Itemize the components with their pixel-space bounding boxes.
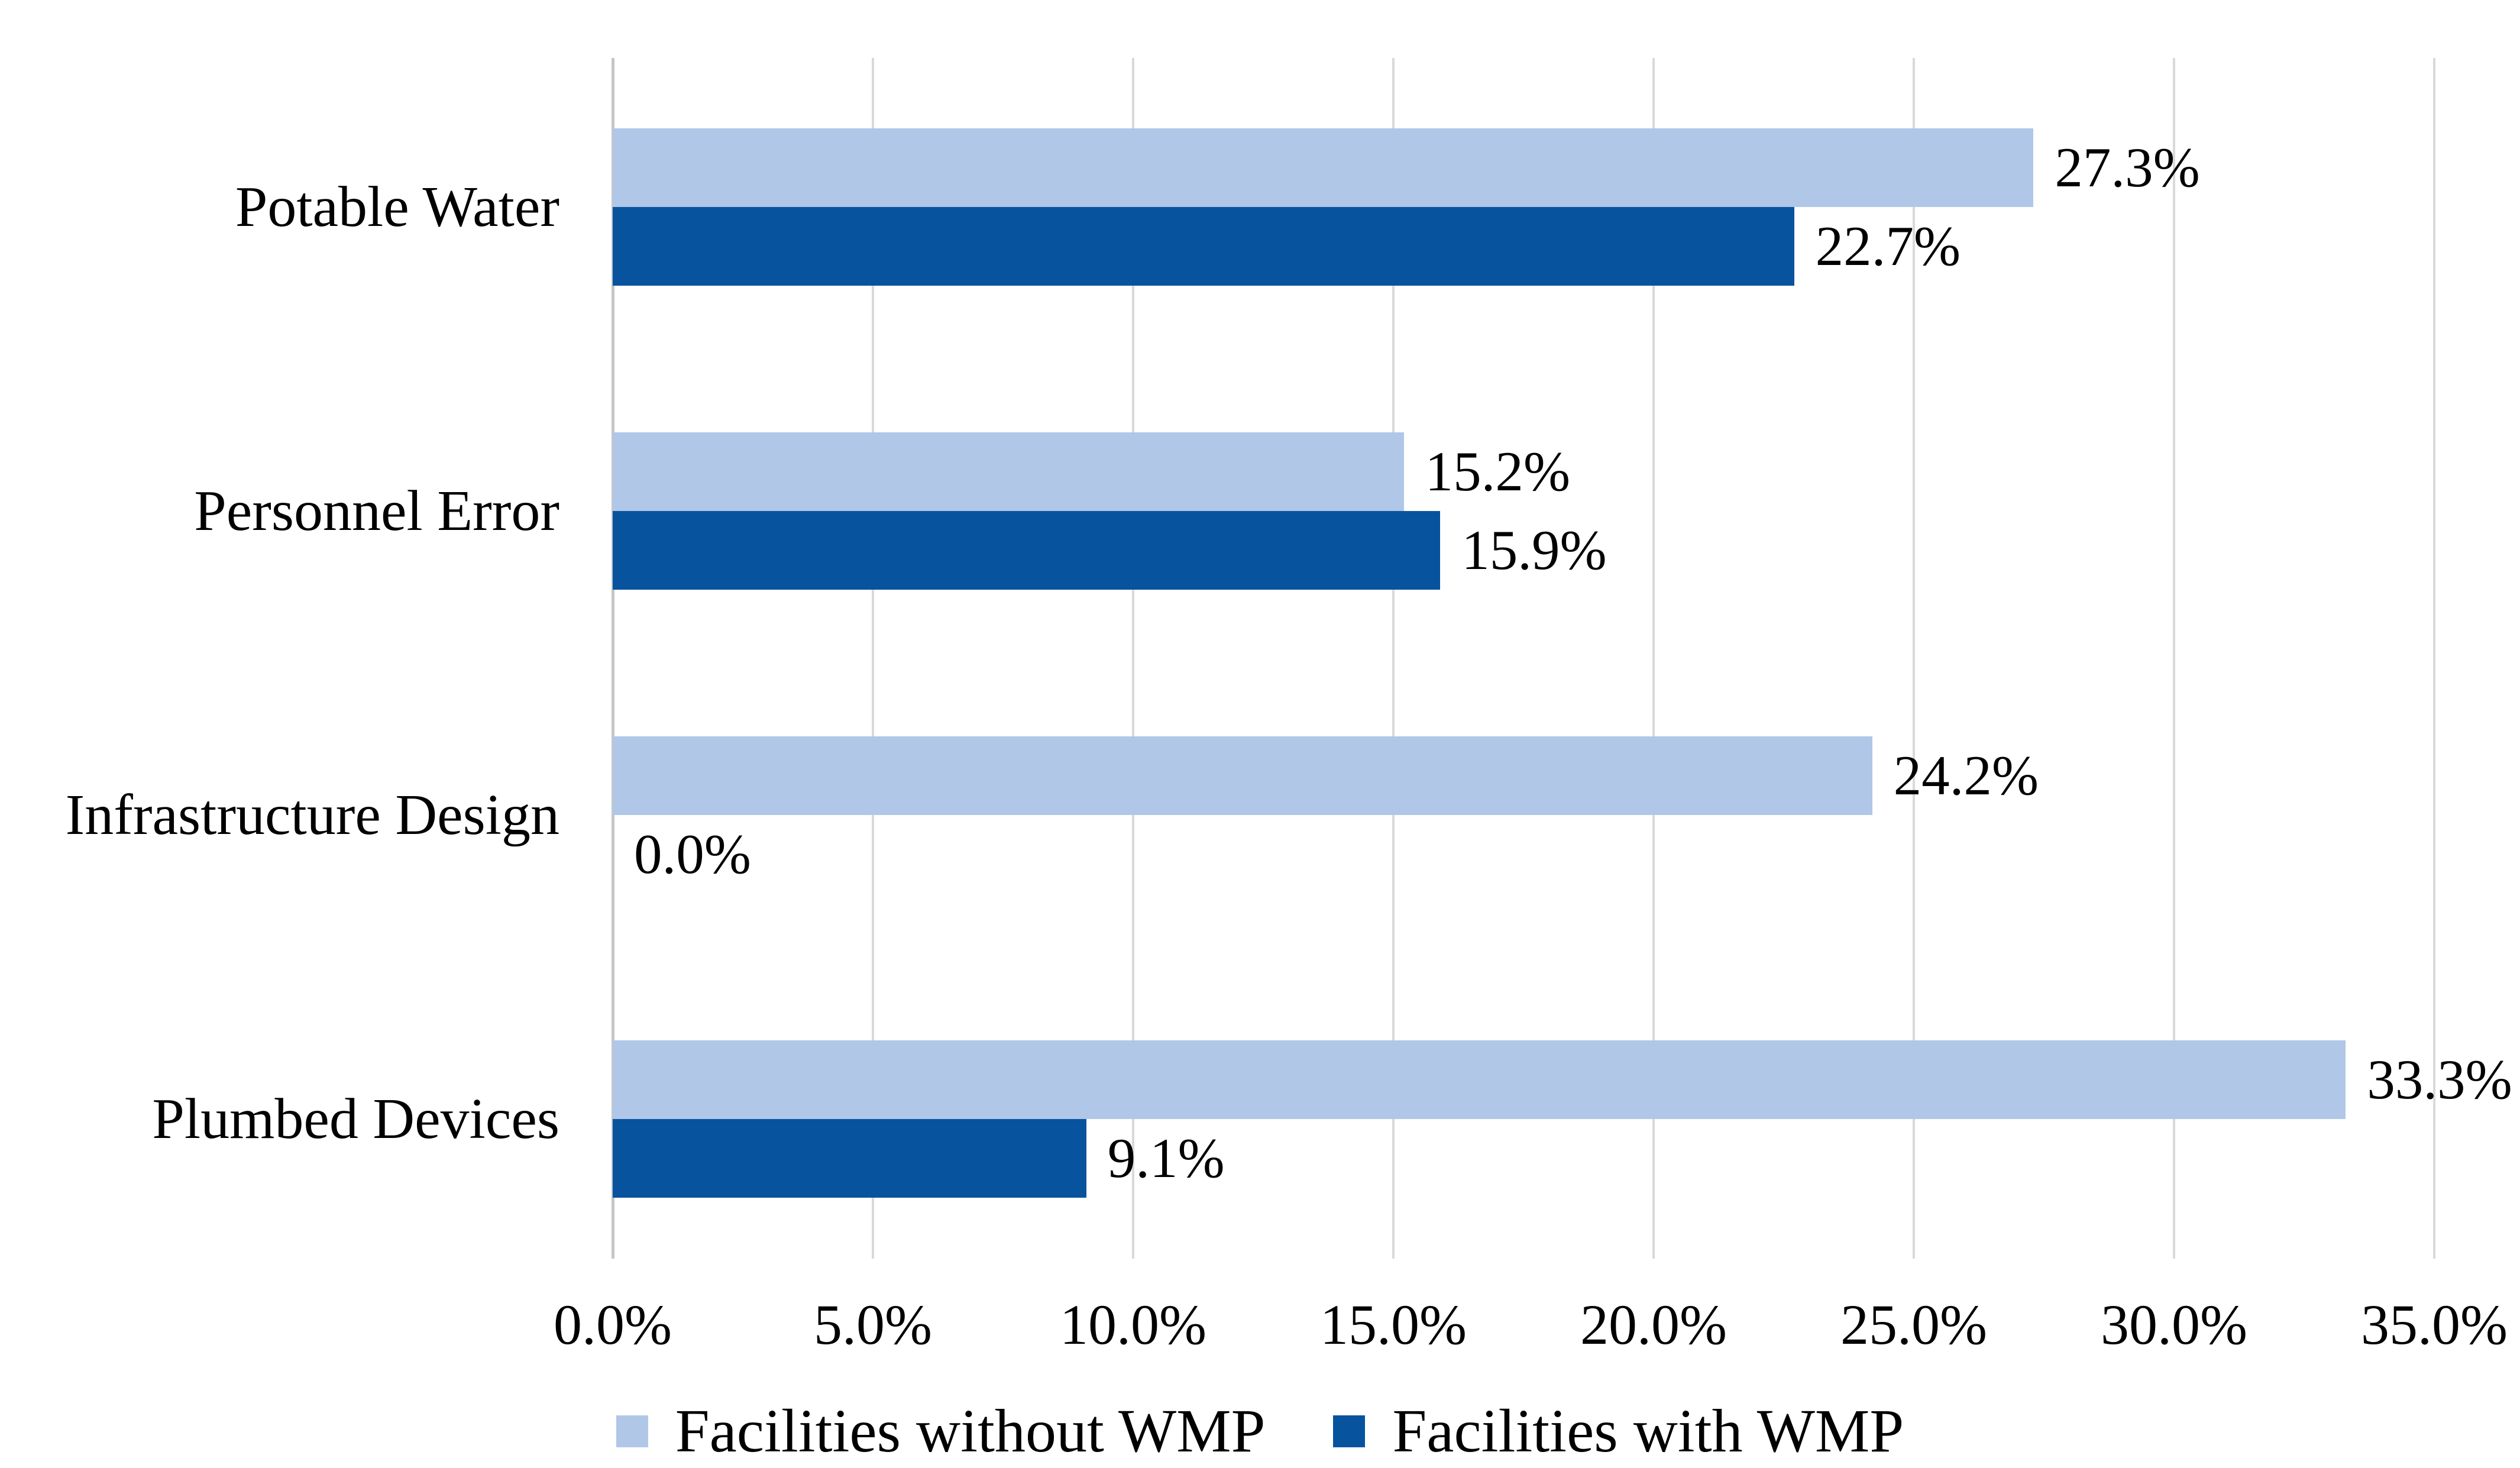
bar-without-wmp (613, 1040, 2346, 1119)
bar-without-wmp (613, 128, 2034, 207)
bar-with-wmp (613, 207, 1794, 286)
legend-item-with-wmp: Facilities with WMP (1333, 1396, 1904, 1467)
bar-with-wmp (613, 1119, 1086, 1198)
value-label: 33.3% (2367, 1048, 2512, 1111)
category-label: Personnel Error (194, 479, 559, 543)
value-label: 24.2% (1893, 744, 2039, 807)
legend-item-without-wmp: Facilities without WMP (616, 1396, 1266, 1467)
x-tick-label: 0.0% (554, 1293, 672, 1356)
bar-without-wmp (613, 736, 1872, 815)
vertical-gridline (872, 58, 874, 1259)
x-tick-label: 20.0% (1580, 1293, 1727, 1356)
bar-without-wmp (613, 432, 1404, 511)
value-label: 15.9% (1461, 519, 1607, 581)
y-axis-line (611, 58, 614, 1259)
legend-label: Facilities without WMP (675, 1397, 1266, 1465)
category-label: Infrastructure Design (65, 783, 559, 847)
vertical-gridline (1913, 58, 1915, 1259)
x-tick-label: 5.0% (814, 1293, 932, 1356)
x-tick-label: 10.0% (1060, 1293, 1206, 1356)
legend-label: Facilities with WMP (1392, 1397, 1904, 1465)
x-tick-label: 15.0% (1320, 1293, 1467, 1356)
legend: Facilities without WMP Facilities with WM… (0, 1396, 2520, 1467)
vertical-gridline (1652, 58, 1655, 1259)
vertical-gridline (1392, 58, 1395, 1259)
value-label: 9.1% (1107, 1127, 1225, 1189)
category-label: Plumbed Devices (152, 1087, 559, 1151)
vertical-gridline (2173, 58, 2175, 1259)
x-tick-label: 30.0% (2101, 1293, 2247, 1356)
value-label: 0.0% (634, 823, 751, 885)
x-tick-label: 35.0% (2361, 1293, 2508, 1356)
legend-swatch-icon (1333, 1415, 1366, 1447)
value-label: 22.7% (1815, 215, 1961, 277)
value-label: 27.3% (2055, 136, 2200, 199)
legend-swatch-icon (616, 1415, 648, 1447)
vertical-gridline (1132, 58, 1134, 1259)
x-tick-label: 25.0% (1840, 1293, 1987, 1356)
plot-area: 27.3% 22.7% 15.2% 15.9% 24.2% 0.0% 33.3% 9.1% (611, 58, 2512, 1259)
vertical-gridline (2433, 58, 2435, 1259)
bar-with-wmp (613, 511, 1441, 590)
value-label: 15.2% (1425, 440, 1570, 503)
category-label: Potable Water (235, 175, 559, 239)
